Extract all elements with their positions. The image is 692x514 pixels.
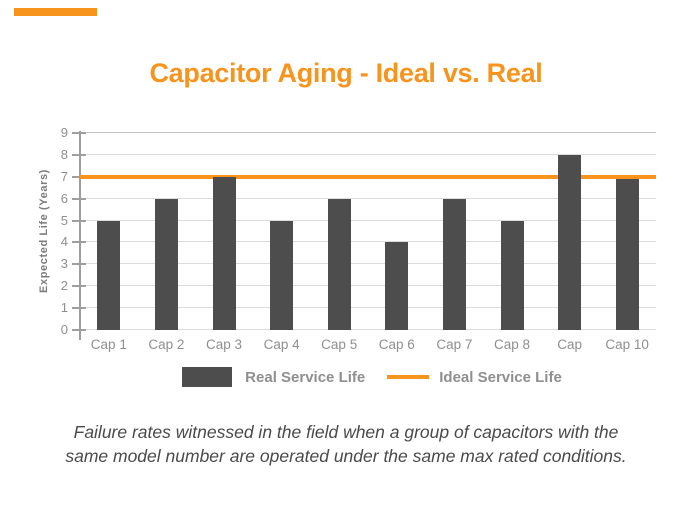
gridline-y-1 bbox=[80, 307, 656, 309]
bar-cap-1 bbox=[97, 220, 121, 330]
y-tick-label-6: 6 bbox=[60, 190, 68, 206]
gridline-y-4 bbox=[80, 241, 656, 243]
x-tick-label-7: Cap 7 bbox=[436, 337, 473, 352]
y-tick-mark-4 bbox=[72, 241, 86, 244]
bar-cap-10 bbox=[615, 178, 639, 330]
bar-cap-3 bbox=[212, 176, 236, 330]
x-tick-label-2: Cap 2 bbox=[148, 337, 185, 352]
gridline-y-0 bbox=[80, 329, 656, 330]
y-tick-label-2: 2 bbox=[60, 278, 68, 294]
ideal-service-life-line bbox=[80, 174, 656, 179]
y-tick-mark-8 bbox=[72, 153, 86, 156]
x-tick-label-8: Cap 8 bbox=[493, 337, 531, 352]
gridline-y-6 bbox=[80, 197, 656, 199]
y-tick-label-0: 0 bbox=[60, 322, 68, 337]
brand-accent-bar bbox=[14, 8, 97, 16]
legend-item-ideal: Ideal Service Life bbox=[387, 369, 562, 386]
bar-cap-8 bbox=[500, 220, 524, 330]
x-tick-label-10: Cap 10 bbox=[605, 337, 649, 352]
y-tick-mark-9 bbox=[72, 132, 86, 134]
x-tick-label-4: Cap 4 bbox=[263, 337, 300, 352]
y-tick-mark-6 bbox=[72, 197, 86, 200]
ideal-service-life-swatch bbox=[387, 375, 430, 379]
y-tick-label-9: 9 bbox=[60, 125, 68, 140]
y-tick-mark-5 bbox=[72, 219, 86, 222]
gridline-y-3 bbox=[80, 263, 656, 265]
y-axis-title: Expected Life (Years) bbox=[38, 169, 50, 293]
y-tick-label-4: 4 bbox=[60, 234, 68, 250]
gridline-y-5 bbox=[80, 219, 656, 221]
bar-cap-2 bbox=[154, 198, 178, 330]
caption-line-2: same model number are operated under the… bbox=[65, 446, 627, 466]
y-tick-mark-1 bbox=[72, 307, 86, 310]
bar-cap bbox=[558, 154, 582, 330]
y-tick-mark-2 bbox=[72, 285, 86, 288]
real-service-life-swatch bbox=[182, 367, 233, 387]
y-tick-mark-3 bbox=[72, 263, 86, 266]
caption-line-1: Failure rates witnessed in the field whe… bbox=[73, 422, 619, 442]
y-tick-label-7: 7 bbox=[60, 168, 68, 184]
legend-label-real: Real Service Life bbox=[245, 368, 366, 386]
gridline-y-9 bbox=[80, 132, 656, 133]
gridline-y-8 bbox=[80, 153, 656, 155]
plot-area: 0 1 2 3 4 5 6 7 8 9 bbox=[61, 125, 656, 340]
x-tick-label-9: Cap bbox=[557, 337, 582, 352]
bar-cap-5 bbox=[327, 198, 351, 330]
chart-legend: Real Service Life Ideal Service Life bbox=[26, 367, 692, 387]
y-tick-mark-7 bbox=[72, 175, 86, 178]
y-tick-label-5: 5 bbox=[60, 212, 68, 228]
x-tick-label-5: Cap 5 bbox=[321, 337, 358, 352]
bar-cap-6 bbox=[385, 242, 409, 330]
y-tick-label-1: 1 bbox=[60, 300, 68, 316]
bar-cap-4 bbox=[270, 220, 294, 330]
y-axis-line bbox=[79, 131, 81, 340]
bar-cap-7 bbox=[442, 198, 466, 330]
y-tick-label-8: 8 bbox=[60, 146, 68, 162]
x-tick-label-6: Cap 6 bbox=[378, 337, 415, 352]
x-axis-labels: Cap 1 Cap 2 Cap 3 Cap 4 Cap 5 Cap 6 Cap 7 Cap 8… bbox=[80, 337, 656, 355]
x-tick-label-1: Cap 1 bbox=[90, 337, 127, 352]
x-tick-label-3: Cap 3 bbox=[205, 337, 243, 352]
gridline-y-2 bbox=[80, 285, 656, 287]
legend-item-real: Real Service Life bbox=[182, 367, 365, 387]
chart-caption: Failure rates witnessed in the field whe… bbox=[46, 420, 646, 468]
chart-title: Capacitor Aging - Ideal vs. Real bbox=[149, 58, 543, 88]
legend-label-ideal: Ideal Service Life bbox=[439, 368, 562, 386]
y-tick-label-3: 3 bbox=[60, 256, 68, 272]
y-tick-mark-0 bbox=[72, 329, 86, 331]
